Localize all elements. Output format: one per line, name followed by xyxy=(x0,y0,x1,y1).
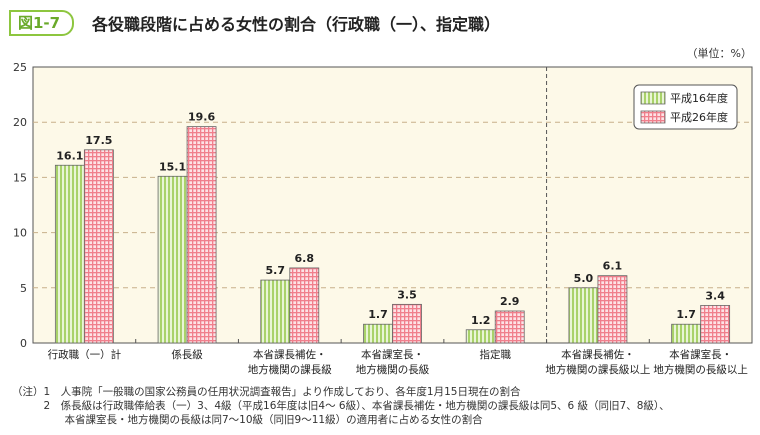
legend-swatch xyxy=(640,91,666,105)
legend-label: 平成16年度 xyxy=(670,91,728,105)
data-label: 3.5 xyxy=(397,288,417,301)
legend-swatch xyxy=(640,110,666,124)
footnotes: （注）1 人事院「一般職の国家公務員の任用状況調査報告」より作成しており、各年度… xyxy=(12,385,670,427)
data-label: 15.1 xyxy=(159,160,186,173)
x-tick-label: 本省課室長・ xyxy=(361,348,424,361)
legend-label: 平成26年度 xyxy=(670,110,728,124)
data-label: 17.5 xyxy=(85,134,112,147)
unit-label: （単位：%） xyxy=(686,47,752,60)
data-label: 1.7 xyxy=(368,308,388,321)
data-label: 3.4 xyxy=(705,289,725,302)
note-1: （注）1 人事院「一般職の国家公務員の任用状況調査報告」より作成しており、各年度… xyxy=(12,386,521,398)
x-tick-label: 地方機関の課長級以上 xyxy=(545,363,650,376)
data-label: 1.7 xyxy=(676,308,696,321)
data-label: 16.1 xyxy=(56,149,83,162)
figure-label: 図1-7 xyxy=(9,10,75,36)
note-3: 本省課室長・地方機関の長級は同7～10級（同旧9～11級）の適用者に占める女性の… xyxy=(12,414,483,426)
bar-h26 xyxy=(494,310,525,344)
bar-h26 xyxy=(700,305,731,344)
data-label: 6.1 xyxy=(603,260,623,273)
x-tick-label: 地方機関の長級 xyxy=(356,363,430,376)
plot-area xyxy=(32,66,753,344)
y-tick-label: 15 xyxy=(13,171,27,184)
data-label: 5.7 xyxy=(266,264,286,277)
bar-h26 xyxy=(597,275,628,344)
chart-title: 各役職段階に占める女性の割合（行政職（一）、指定職） xyxy=(92,15,501,34)
bar-h26 xyxy=(83,149,114,344)
bar-h16 xyxy=(54,164,85,344)
y-tick-label: 20 xyxy=(13,116,27,129)
bar-h26 xyxy=(289,267,320,344)
y-tick-label: 0 xyxy=(20,337,27,350)
data-label: 6.8 xyxy=(295,252,315,265)
x-tick-label: 本省課長補佐・ xyxy=(561,348,635,361)
bar-h16 xyxy=(363,323,393,344)
bar-h16 xyxy=(568,287,599,344)
bar-h16 xyxy=(157,175,188,344)
y-tick-label: 5 xyxy=(20,282,27,295)
x-tick-label: 本省課室長・ xyxy=(669,348,732,361)
bar-h16 xyxy=(671,323,702,344)
x-tick-label: 係長級 xyxy=(171,348,203,361)
data-label: 5.0 xyxy=(574,272,594,285)
x-tick-label: 地方機関の長級以上 xyxy=(653,363,748,376)
y-tick-label: 25 xyxy=(13,61,27,74)
note-2: 2 係長級は行政職俸給表（一）3、4級（平成16年度は旧4～ 6級）、本省課長補… xyxy=(12,400,670,412)
y-tick-label: 10 xyxy=(13,227,27,240)
x-tick-label: 地方機関の課長級 xyxy=(248,363,332,376)
data-label: 2.9 xyxy=(500,295,520,308)
data-label: 1.2 xyxy=(471,314,491,327)
bar-h16 xyxy=(465,329,496,344)
x-tick-label: 指定職 xyxy=(479,348,511,361)
bar-h16 xyxy=(260,279,291,344)
data-label: 19.6 xyxy=(188,111,215,124)
x-tick-label: 行政職（一）計 xyxy=(48,348,122,361)
bar-h26 xyxy=(392,303,422,344)
x-tick-label: 本省課長補佐・ xyxy=(253,348,327,361)
bar-h26 xyxy=(186,126,217,344)
